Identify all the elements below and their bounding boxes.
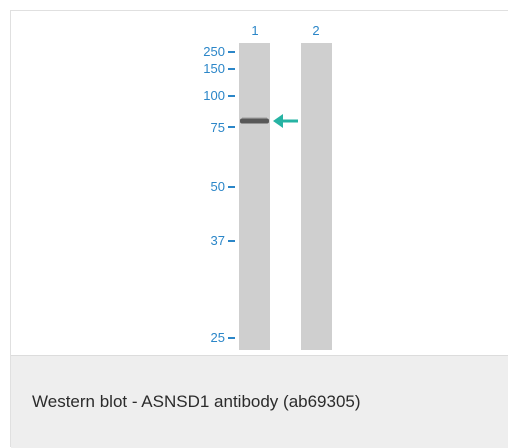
marker-label-250: 250	[203, 44, 225, 59]
western-blot-image: 1 2 250 150 100 75 50 37	[11, 11, 508, 355]
marker-label-75: 75	[211, 120, 225, 135]
marker-tick-75	[228, 126, 235, 128]
marker-label-50: 50	[211, 179, 225, 194]
protein-band	[240, 118, 269, 124]
lane-label-1: 1	[251, 23, 258, 38]
figure-card: 1 2 250 150 100 75 50 37	[10, 10, 508, 448]
protein-band-halo	[242, 117, 267, 119]
marker-tick-25	[228, 337, 235, 339]
band-arrow-icon	[273, 114, 298, 128]
marker-tick-37	[228, 240, 235, 242]
lane-1	[239, 43, 270, 350]
marker-tick-100	[228, 95, 235, 97]
marker-tick-50	[228, 186, 235, 188]
marker-tick-150	[228, 68, 235, 70]
marker-label-25: 25	[211, 330, 225, 345]
marker-label-150: 150	[203, 61, 225, 76]
marker-tick-250	[228, 51, 235, 53]
caption-bar: Western blot - ASNSD1 antibody (ab69305)	[11, 355, 508, 448]
lane-label-2: 2	[312, 23, 319, 38]
marker-label-37: 37	[211, 233, 225, 248]
figure-caption: Western blot - ASNSD1 antibody (ab69305)	[32, 392, 361, 411]
marker-label-100: 100	[203, 88, 225, 103]
western-blot-svg: 1 2 250 150 100 75 50 37	[203, 23, 332, 350]
lane-2	[301, 43, 332, 350]
